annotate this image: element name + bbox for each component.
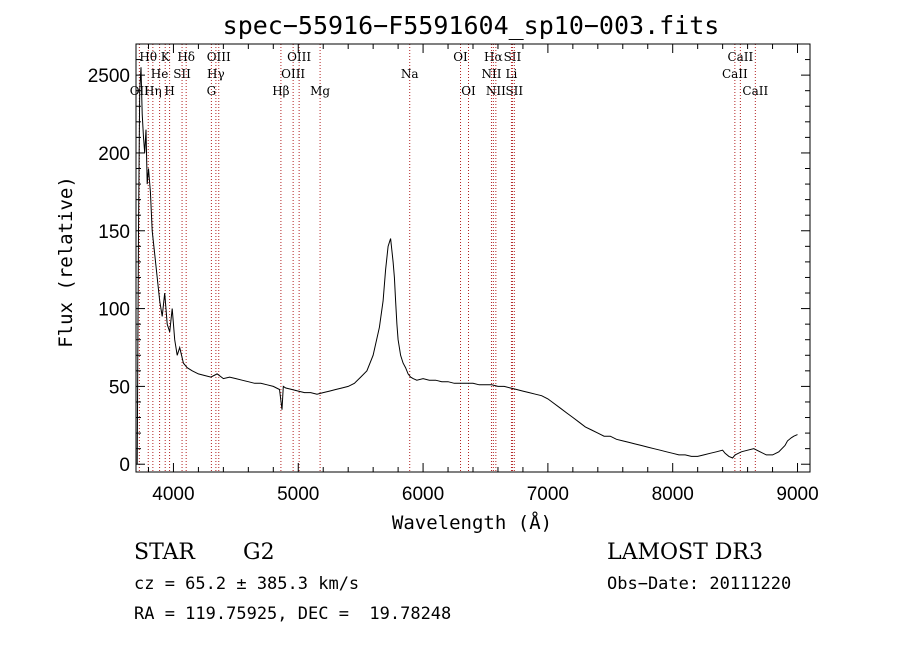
spectral-line-label: Hθ	[139, 50, 157, 64]
spectral-line-label: G	[207, 84, 217, 98]
spectral-line-label: CaII	[742, 84, 768, 98]
axis-ticks: 4000 5000 6000 7000 8000 9000 0 50 100 150 200 2500	[88, 44, 819, 505]
x-tick-label: 7000	[527, 484, 569, 505]
x-tick-label: 9000	[776, 484, 818, 505]
y-tick-label: 150	[98, 222, 130, 243]
x-tick-label: 4000	[152, 484, 194, 505]
y-tick-label: 200	[98, 144, 130, 165]
spectral-line-label: CaII	[722, 67, 748, 81]
chart-title: spec−55916−F5591604_sp10−003.fits	[223, 11, 720, 40]
x-axis-label: Wavelength (Å)	[392, 511, 552, 534]
x-tick-label: 6000	[402, 484, 444, 505]
spectral-line-label: K	[161, 50, 171, 64]
spectral-line-label: OIII	[281, 67, 305, 81]
spectral-line-label: SII	[173, 67, 191, 81]
spectrum-line-0	[136, 67, 798, 465]
y-tick-label: 2500	[88, 66, 130, 87]
spectral-line-label: SII	[504, 50, 522, 64]
spectral-line-label: CaII	[727, 50, 753, 64]
object-class: STAR	[134, 540, 195, 565]
spectral-line-label: Hη	[144, 84, 162, 98]
spectral-line-label: Hβ	[272, 84, 289, 98]
x-tick-label: 5000	[277, 484, 319, 505]
spectral-line-label: OIII	[287, 50, 311, 64]
spectral-line-label: NII	[486, 84, 506, 98]
spectral-line-label: NII	[481, 67, 501, 81]
y-axis-label: Flux (relative)	[55, 176, 77, 348]
spectrum-series	[136, 67, 798, 465]
y-tick-label: 0	[119, 455, 130, 476]
spectral-line-label: H	[164, 84, 174, 98]
spectral-line-label: Hγ	[207, 67, 225, 81]
x-tick-label: 8000	[652, 484, 694, 505]
spectral-line-label: He	[151, 67, 169, 81]
y-tick-label: 50	[109, 377, 130, 398]
survey-name: LAMOST DR3	[607, 540, 763, 565]
spectral-line-label: SII	[505, 84, 523, 98]
spectral-line-label: Li	[506, 67, 518, 81]
spectral-line-label: Mg	[310, 84, 330, 98]
object-subclass: G2	[243, 540, 275, 565]
spectral-line-label: Hδ	[177, 50, 195, 64]
y-tick-label: 100	[98, 300, 130, 321]
redshift-text: cz = 65.2 ± 385.3 km/s	[134, 574, 360, 594]
spectral-line-label: Na	[401, 67, 419, 81]
spectral-line-label: OIII	[207, 50, 231, 64]
plot-frame	[135, 43, 811, 473]
coordinates-text: RA = 119.75925, DEC = 19.78248	[134, 604, 452, 624]
obs-date-text: Obs−Date: 20111220	[607, 574, 792, 594]
spectral-line-label: Hα	[484, 50, 503, 64]
spectral-line-label: OI	[453, 50, 468, 64]
spectral-line-label: OI	[461, 84, 476, 98]
